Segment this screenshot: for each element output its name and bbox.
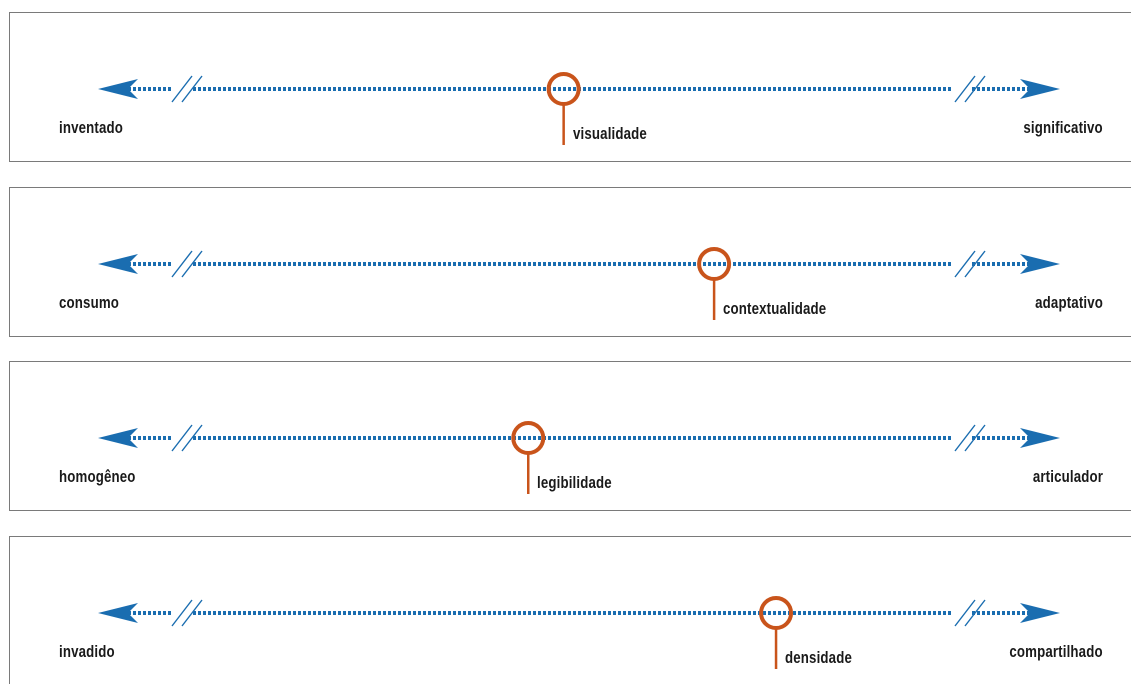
break-mark-icon xyxy=(171,424,193,452)
marker-label: legibilidade xyxy=(537,473,613,492)
right-pole-label: significativo xyxy=(1023,118,1103,137)
left-arrow-icon xyxy=(98,603,138,623)
left-pole-label: homogêneo xyxy=(59,467,136,486)
marker-label: densidade xyxy=(785,648,853,667)
scale-axis xyxy=(98,72,1060,145)
scale-axis xyxy=(98,247,1060,320)
right-pole-label: articulador xyxy=(1032,467,1103,486)
left-arrow-icon xyxy=(98,79,138,99)
break-mark-icon xyxy=(171,75,193,103)
break-mark-icon xyxy=(954,250,976,278)
marker-circle-icon xyxy=(759,596,794,630)
right-arrow-icon xyxy=(1020,79,1060,99)
break-mark-icon xyxy=(964,250,986,278)
left-arrow-icon xyxy=(98,254,138,274)
break-mark-icon xyxy=(954,424,976,452)
scale-panel: invadido compartilhado densidade xyxy=(9,536,1131,684)
right-pole-label: compartilhado xyxy=(1009,642,1103,661)
break-mark-icon xyxy=(964,599,986,627)
right-pole-label: adaptativo xyxy=(1035,293,1103,312)
scale-axis xyxy=(98,421,1060,494)
break-mark-icon xyxy=(181,75,203,103)
marker-circle-icon xyxy=(511,421,546,455)
break-mark-icon xyxy=(964,424,986,452)
break-mark-icon xyxy=(954,75,976,103)
break-mark-icon xyxy=(181,250,203,278)
scale-panel: inventado significativo visualidade xyxy=(9,12,1131,162)
break-mark-icon xyxy=(964,75,986,103)
break-mark-icon xyxy=(181,424,203,452)
marker-label: visualidade xyxy=(572,124,647,143)
break-mark-icon xyxy=(171,599,193,627)
scale-panel: consumo adaptativo contextualidade xyxy=(9,187,1131,337)
left-pole-label: inventado xyxy=(59,118,124,137)
left-arrow-icon xyxy=(98,428,138,448)
marker-label: contextualidade xyxy=(723,299,827,318)
right-arrow-icon xyxy=(1020,428,1060,448)
left-pole-label: consumo xyxy=(59,293,120,312)
marker-circle-icon xyxy=(697,247,732,281)
left-pole-label: invadido xyxy=(59,642,115,661)
right-arrow-icon xyxy=(1020,254,1060,274)
right-arrow-icon xyxy=(1020,603,1060,623)
scale-axis xyxy=(98,596,1060,669)
scale-panel: homogêneo articulador legibilidade xyxy=(9,361,1131,511)
marker-circle-icon xyxy=(546,72,581,106)
break-mark-icon xyxy=(171,250,193,278)
break-mark-icon xyxy=(954,599,976,627)
break-mark-icon xyxy=(181,599,203,627)
